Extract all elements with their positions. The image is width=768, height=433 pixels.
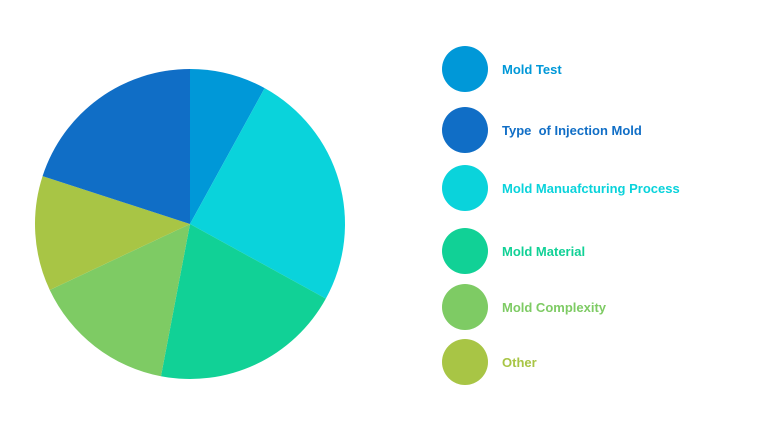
legend-label-mold-test: Mold Test: [502, 61, 562, 77]
legend-swatch-mold-material: [442, 228, 488, 274]
legend-item-mold-manufacturing-process: Mold Manuafcturing Process: [442, 165, 680, 211]
pie-slice-mold-material: [160, 224, 326, 379]
legend-swatch-mold-test: [442, 46, 488, 92]
legend-label-mold-manufacturing-process: Mold Manuafcturing Process: [502, 180, 680, 196]
legend-label-other: Other: [502, 354, 537, 370]
pie-slice-type-of-injection-mold: [42, 69, 190, 224]
pie-slice-mold-complexity: [49, 224, 191, 377]
legend-swatch-type-of-injection-mold: [442, 107, 488, 153]
pie-slice-other: [35, 176, 190, 290]
legend-swatch-other: [442, 339, 488, 385]
legend-item-mold-test: Mold Test: [442, 46, 562, 92]
legend: Mold Test Type of Injection Mold Mold Ma…: [442, 0, 762, 433]
legend-label-type-of-injection-mold: Type of Injection Mold: [502, 122, 642, 138]
legend-swatch-mold-complexity: [442, 284, 488, 330]
legend-item-other: Other: [442, 339, 537, 385]
legend-label-mold-complexity: Mold Complexity: [502, 299, 607, 315]
pie-slices: [35, 69, 345, 379]
legend-item-mold-material: Mold Material: [442, 228, 585, 274]
pie-slice-mold-manuafcturing-process: [190, 88, 345, 299]
legend-swatch-mold-manufacturing-process: [442, 165, 488, 211]
legend-label-mold-material: Mold Material: [502, 243, 586, 259]
pie-slice-mold-test: [190, 69, 265, 224]
legend-item-mold-complexity: Mold Complexity: [442, 284, 606, 330]
legend-item-type-of-injection-mold: Type of Injection Mold: [442, 107, 642, 153]
